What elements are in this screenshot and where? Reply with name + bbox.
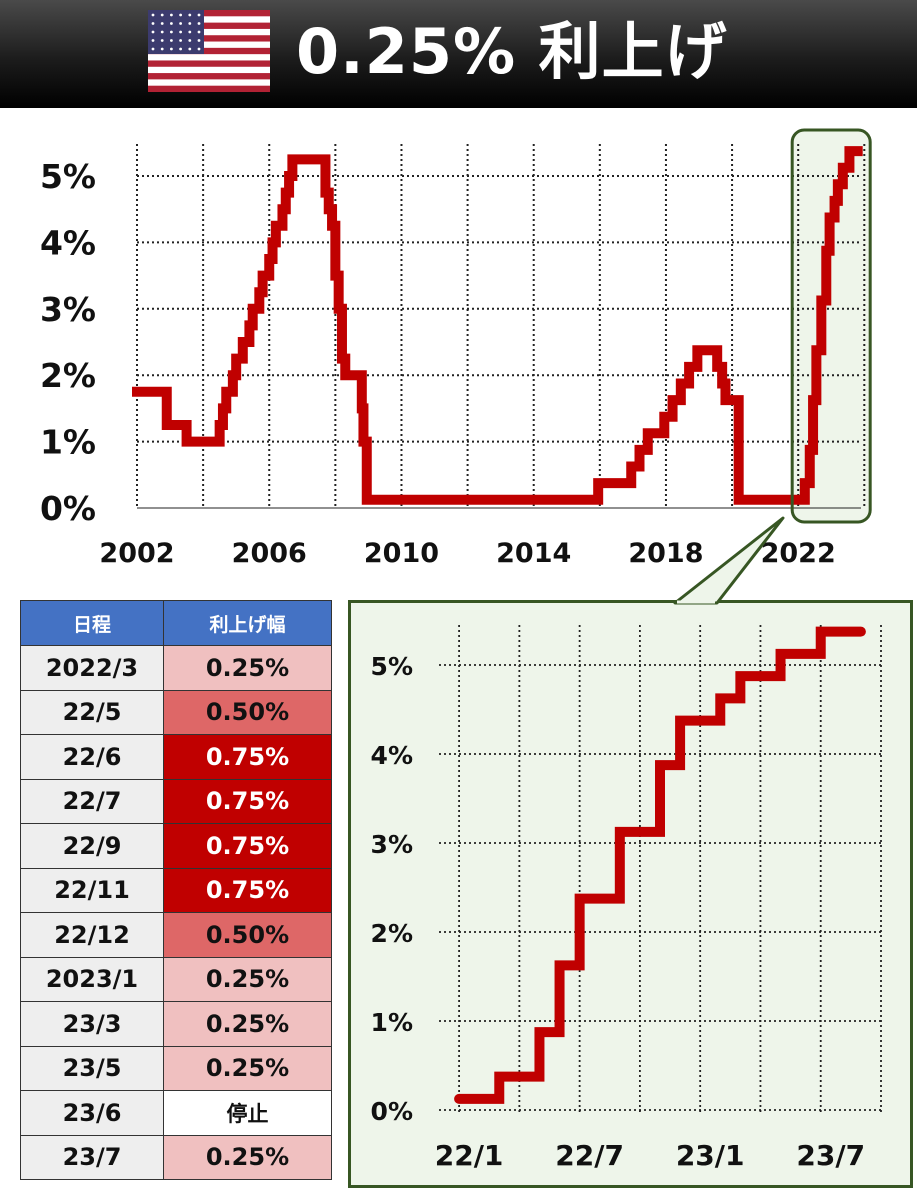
zoomed-chart-panel: 0% 1% 2% 3% 4% 5% 22/1 22/7 23/1 23/7	[348, 600, 913, 1188]
hike-cell: 0.25%	[163, 956, 332, 1002]
table-row: 23/3 0.25%	[20, 1001, 332, 1047]
x-tick-label: 2022	[761, 538, 836, 569]
page-title: 0.25% 利上げ	[296, 15, 728, 88]
inset-rate-series-line	[454, 626, 866, 1104]
table-row: 23/6 停止	[20, 1090, 332, 1136]
table-row: 22/11 0.75%	[20, 867, 332, 913]
date-cell: 23/3	[20, 1001, 164, 1047]
inset-y-tick-label: 4%	[371, 741, 413, 770]
x-tick-label: 2010	[364, 538, 439, 569]
us-flag-icon	[148, 10, 270, 92]
y-tick-label: 4%	[40, 223, 96, 262]
inset-x-tick-label: 22/1	[435, 1139, 504, 1172]
hike-cell: 0.25%	[163, 645, 332, 691]
column-header-date: 日程	[20, 600, 164, 646]
inset-x-tick-label: 23/7	[796, 1139, 865, 1172]
inset-y-tick-label: 3%	[371, 830, 413, 859]
inset-y-tick-label: 1%	[371, 1008, 413, 1037]
date-cell: 23/6	[20, 1090, 164, 1136]
table-header-row: 日程 利上げ幅	[20, 600, 332, 646]
y-tick-label: 0%	[40, 489, 96, 528]
x-tick-label: 2006	[232, 538, 307, 569]
hike-cell: 0.50%	[163, 912, 332, 958]
zoomed-rate-chart: 0% 1% 2% 3% 4% 5% 22/1 22/7 23/1 23/7	[371, 625, 882, 1172]
date-cell: 23/5	[20, 1045, 164, 1091]
date-cell: 22/11	[20, 867, 164, 913]
rate-series-line	[132, 146, 863, 505]
inset-y-tick-label: 2%	[371, 919, 413, 948]
highlight-box	[790, 128, 872, 524]
table-row: 22/9 0.75%	[20, 823, 332, 869]
hike-cell: 0.25%	[163, 1001, 332, 1047]
date-cell: 22/7	[20, 778, 164, 824]
y-tick-label: 3%	[40, 290, 96, 329]
hike-cell: 0.75%	[163, 778, 332, 824]
hike-cell: 0.50%	[163, 689, 332, 735]
inset-y-tick-label: 5%	[371, 652, 413, 681]
table-row: 22/7 0.75%	[20, 778, 332, 824]
hike-cell: 0.25%	[163, 1134, 332, 1180]
inset-x-tick-label: 22/7	[555, 1139, 624, 1172]
rate-hike-table: 日程 利上げ幅 2022/3 0.25% 22/5 0.50% 22/6 0.75% 22/…	[20, 600, 332, 1180]
x-tick-label: 2014	[496, 538, 571, 569]
table-row: 23/5 0.25%	[20, 1045, 332, 1091]
y-tick-label: 1%	[40, 423, 96, 462]
table-row: 22/12 0.50%	[20, 912, 332, 958]
date-cell: 22/12	[20, 912, 164, 958]
hike-cell: 停止	[163, 1090, 332, 1136]
date-cell: 23/7	[20, 1134, 164, 1180]
date-cell: 2022/3	[20, 645, 164, 691]
y-tick-label: 2%	[40, 356, 96, 395]
main-rate-chart: 0% 1% 2% 3% 4% 5% 2002 2006 2010 2014 2018 2022	[40, 128, 872, 569]
hike-cell: 0.75%	[163, 734, 332, 780]
inset-x-tick-label: 23/1	[676, 1139, 745, 1172]
hike-cell: 0.75%	[163, 823, 332, 869]
table-row: 2022/3 0.25%	[20, 645, 332, 691]
y-tick-label: 5%	[40, 157, 96, 196]
x-tick-label: 2018	[628, 538, 703, 569]
hike-cell: 0.75%	[163, 867, 332, 913]
table-row: 2023/1 0.25%	[20, 956, 332, 1002]
date-cell: 22/9	[20, 823, 164, 869]
inset-y-tick-label: 0%	[371, 1097, 413, 1126]
column-header-hike: 利上げ幅	[163, 600, 332, 646]
date-cell: 22/5	[20, 689, 164, 735]
date-cell: 2023/1	[20, 956, 164, 1002]
header-banner: 0.25% 利上げ	[0, 0, 917, 108]
hike-cell: 0.25%	[163, 1045, 332, 1091]
x-tick-label: 2002	[99, 538, 174, 569]
table-row: 22/6 0.75%	[20, 734, 332, 780]
date-cell: 22/6	[20, 734, 164, 780]
table-row: 23/7 0.25%	[20, 1134, 332, 1180]
table-row: 22/5 0.50%	[20, 689, 332, 735]
rate-table-wrap: 日程 利上げ幅 2022/3 0.25% 22/5 0.50% 22/6 0.75% 22/…	[20, 600, 332, 1180]
